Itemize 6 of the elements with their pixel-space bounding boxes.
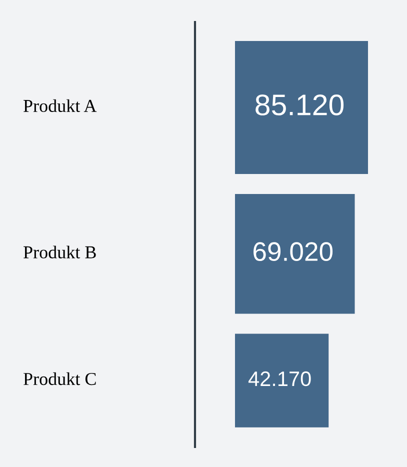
data-label: 69.020 [254,242,333,262]
category-label: Produkt A [24,99,97,112]
data-label: 42.170 [248,371,311,386]
category-label: Produkt B [24,246,96,258]
category-label: Produkt C [24,372,96,386]
data-label: 85.120 [256,94,344,116]
